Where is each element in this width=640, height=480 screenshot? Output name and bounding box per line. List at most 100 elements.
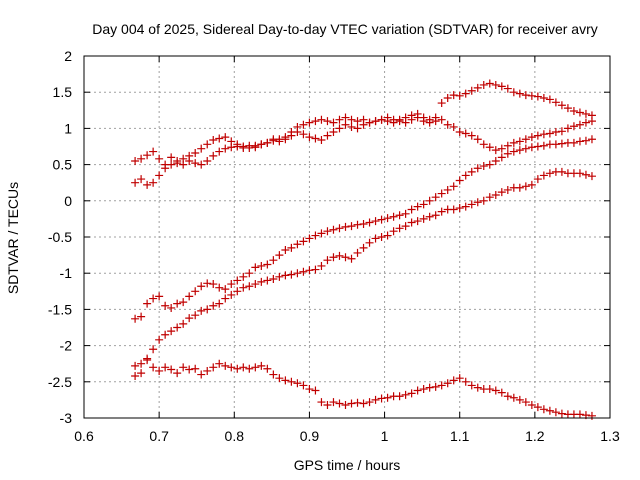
data-point bbox=[485, 143, 494, 152]
data-point bbox=[209, 363, 218, 372]
data-point bbox=[185, 365, 194, 374]
data-point bbox=[143, 299, 152, 308]
data-point bbox=[251, 143, 260, 152]
data-point bbox=[467, 200, 476, 209]
data-point bbox=[311, 117, 320, 126]
data-point bbox=[197, 160, 206, 169]
data-point bbox=[545, 169, 554, 178]
data-point bbox=[395, 224, 404, 233]
data-point bbox=[287, 131, 296, 140]
data-point bbox=[539, 405, 548, 414]
series-track-c bbox=[131, 135, 596, 323]
data-point bbox=[557, 167, 566, 176]
data-points bbox=[131, 79, 596, 420]
data-point bbox=[533, 131, 542, 140]
data-point bbox=[431, 193, 440, 202]
data-point bbox=[407, 218, 416, 227]
data-point bbox=[143, 180, 152, 189]
data-point bbox=[389, 118, 398, 127]
data-point bbox=[239, 143, 248, 152]
data-point bbox=[167, 160, 176, 169]
data-point bbox=[479, 196, 488, 205]
data-point bbox=[215, 283, 224, 292]
data-point bbox=[449, 182, 458, 191]
data-point bbox=[455, 204, 464, 213]
data-point bbox=[197, 370, 206, 379]
data-point bbox=[575, 108, 584, 117]
data-point bbox=[509, 393, 518, 402]
data-point bbox=[203, 279, 212, 288]
data-point bbox=[131, 314, 140, 323]
data-point bbox=[185, 156, 194, 165]
data-point bbox=[533, 92, 542, 101]
data-point bbox=[251, 280, 260, 289]
data-point bbox=[191, 149, 200, 158]
data-point bbox=[359, 120, 368, 129]
data-point bbox=[539, 93, 548, 102]
data-point bbox=[509, 138, 518, 147]
data-point bbox=[383, 117, 392, 126]
data-point bbox=[431, 382, 440, 391]
data-point bbox=[581, 118, 590, 127]
data-point bbox=[521, 144, 530, 153]
data-point bbox=[293, 240, 302, 249]
data-point bbox=[299, 381, 308, 390]
data-point bbox=[503, 84, 512, 93]
data-point bbox=[143, 151, 152, 160]
data-point bbox=[335, 124, 344, 133]
data-point bbox=[245, 364, 254, 373]
data-point bbox=[347, 222, 356, 231]
data-point bbox=[509, 88, 518, 97]
data-point bbox=[173, 299, 182, 308]
data-point bbox=[473, 83, 482, 92]
data-point bbox=[491, 156, 500, 165]
data-point bbox=[293, 379, 302, 388]
data-point bbox=[167, 303, 176, 312]
data-point bbox=[467, 131, 476, 140]
data-point bbox=[521, 135, 530, 144]
data-point bbox=[323, 400, 332, 409]
x-tick-label: 0.8 bbox=[225, 428, 245, 444]
data-point bbox=[455, 374, 464, 383]
data-point bbox=[395, 392, 404, 401]
data-point bbox=[497, 153, 506, 162]
data-point bbox=[251, 363, 260, 372]
data-point bbox=[527, 180, 536, 189]
data-point bbox=[257, 277, 266, 286]
data-point bbox=[161, 330, 170, 339]
data-point bbox=[209, 151, 218, 160]
data-point bbox=[341, 400, 350, 409]
data-point bbox=[341, 222, 350, 231]
data-point bbox=[167, 327, 176, 336]
data-point bbox=[335, 224, 344, 233]
data-point bbox=[347, 122, 356, 131]
data-point bbox=[281, 135, 290, 144]
x-axis-label: GPS time / hours bbox=[294, 457, 401, 473]
data-point bbox=[251, 263, 260, 272]
data-point bbox=[137, 369, 146, 378]
data-point bbox=[353, 117, 362, 126]
data-point bbox=[383, 214, 392, 223]
data-point bbox=[353, 248, 362, 257]
data-point bbox=[563, 104, 572, 113]
data-point bbox=[347, 115, 356, 124]
data-point bbox=[245, 141, 254, 150]
data-point bbox=[467, 381, 476, 390]
data-point bbox=[545, 129, 554, 138]
data-point bbox=[275, 374, 284, 383]
data-point bbox=[329, 118, 338, 127]
axis-ticks bbox=[83, 55, 611, 419]
data-point bbox=[401, 113, 410, 122]
data-point bbox=[533, 142, 542, 151]
data-point bbox=[485, 193, 494, 202]
data-point bbox=[227, 280, 236, 289]
data-point bbox=[137, 359, 146, 368]
chart-title: Day 004 of 2025, Sidereal Day-to-day VTE… bbox=[92, 21, 598, 37]
data-point bbox=[173, 159, 182, 168]
data-point bbox=[149, 345, 158, 354]
data-point bbox=[497, 144, 506, 153]
data-point bbox=[131, 372, 140, 381]
data-point bbox=[497, 388, 506, 397]
data-point bbox=[233, 364, 242, 373]
data-point bbox=[341, 113, 350, 122]
